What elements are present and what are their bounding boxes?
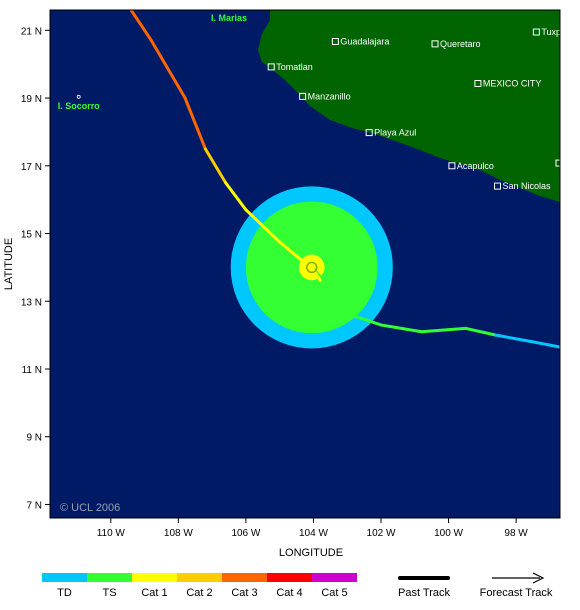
legend-swatch	[267, 573, 312, 582]
past-track-segment	[310, 265, 322, 282]
x-tick-label: 108 W	[164, 528, 193, 539]
y-tick-label: 17 N	[21, 162, 42, 173]
city-marker	[555, 159, 560, 167]
past-track-segment	[298, 257, 314, 269]
storm-center-marker	[306, 261, 318, 274]
legend-label: Cat 1	[141, 587, 167, 599]
legend-swatch	[42, 573, 87, 582]
plot-frame	[49, 9, 561, 519]
past-track-segment	[244, 208, 282, 244]
island-label: I. Socorro	[58, 101, 101, 111]
legend-label: Cat 5	[321, 587, 347, 599]
y-tick-label: 21 N	[21, 26, 42, 37]
past-track-segment	[129, 10, 153, 42]
city-marker	[474, 79, 482, 87]
y-tick-label: 13 N	[21, 297, 42, 308]
past-track-segment	[224, 181, 248, 212]
forecast-track-segment	[349, 313, 383, 327]
city-label: MEXICO CITY	[483, 78, 542, 88]
x-tick-label: 100 W	[434, 528, 463, 539]
copyright-text: © UCL 2006	[60, 502, 120, 514]
forecast-track-segment	[531, 340, 560, 349]
legend-label: Cat 3	[231, 587, 257, 599]
city-label: Oaxaca	[564, 158, 580, 168]
city-label: Playa Azul	[374, 128, 416, 138]
x-tick-label: 104 W	[299, 528, 328, 539]
city-marker	[365, 129, 373, 137]
city-label: Queretaro	[440, 39, 481, 49]
past-track-segment	[149, 38, 187, 100]
y-axis-title: LATITUDE	[3, 238, 15, 290]
y-tick-label: 9 N	[26, 433, 42, 444]
city-marker	[267, 63, 275, 71]
city-label: Tuxpan	[541, 27, 571, 37]
forecast-track-segment	[494, 333, 535, 344]
past-track-segment	[203, 147, 228, 185]
forecast-arrowhead-icon	[532, 572, 545, 584]
forecast-track-label: Forecast Track	[480, 587, 553, 599]
legend-label: Cat 4	[276, 587, 302, 599]
land-mexico	[258, 10, 560, 202]
forecast-track-segment	[463, 326, 498, 337]
city-label: Guadalajara	[340, 36, 389, 46]
city-label: Manzanillo	[308, 91, 351, 101]
forecast-track-segment	[420, 326, 467, 334]
y-tick-label: 7 N	[26, 500, 42, 511]
city-label: Acapulco	[457, 161, 494, 171]
legend-label: Cat 2	[186, 587, 212, 599]
x-axis-title: LONGITUDE	[279, 547, 343, 559]
city-marker	[331, 37, 339, 45]
past-track-segment	[278, 240, 302, 261]
island-label: I. Marias	[211, 13, 247, 23]
legend-label: TS	[102, 587, 116, 599]
past-track-segment	[183, 96, 207, 151]
y-tick-label: 11 N	[22, 365, 42, 376]
x-tick-label: 110 W	[97, 528, 126, 539]
legend-swatch	[87, 573, 132, 582]
legend-swatch	[312, 573, 357, 582]
legend-swatch	[132, 573, 177, 582]
x-tick-label: 106 W	[231, 528, 260, 539]
city-marker	[431, 40, 439, 48]
x-tick-label: 98 W	[504, 528, 528, 539]
legend-swatch	[222, 573, 267, 582]
x-tick-label: 102 W	[367, 528, 396, 539]
y-tick-label: 19 N	[21, 94, 42, 105]
forecast-track-segment	[379, 323, 424, 334]
forecast-track-segment	[332, 289, 353, 317]
island-marker	[76, 94, 81, 99]
city-label: San Nicolas	[503, 181, 552, 191]
legend-label: TD	[57, 587, 72, 599]
past-track-label: Past Track	[398, 587, 450, 599]
city-label: Tomatlan	[276, 62, 313, 72]
city-marker	[532, 28, 540, 36]
y-tick-label: 15 N	[21, 230, 42, 241]
legend-swatch	[177, 573, 222, 582]
city-marker	[448, 162, 456, 170]
city-marker	[494, 182, 502, 190]
city-marker	[299, 92, 307, 100]
